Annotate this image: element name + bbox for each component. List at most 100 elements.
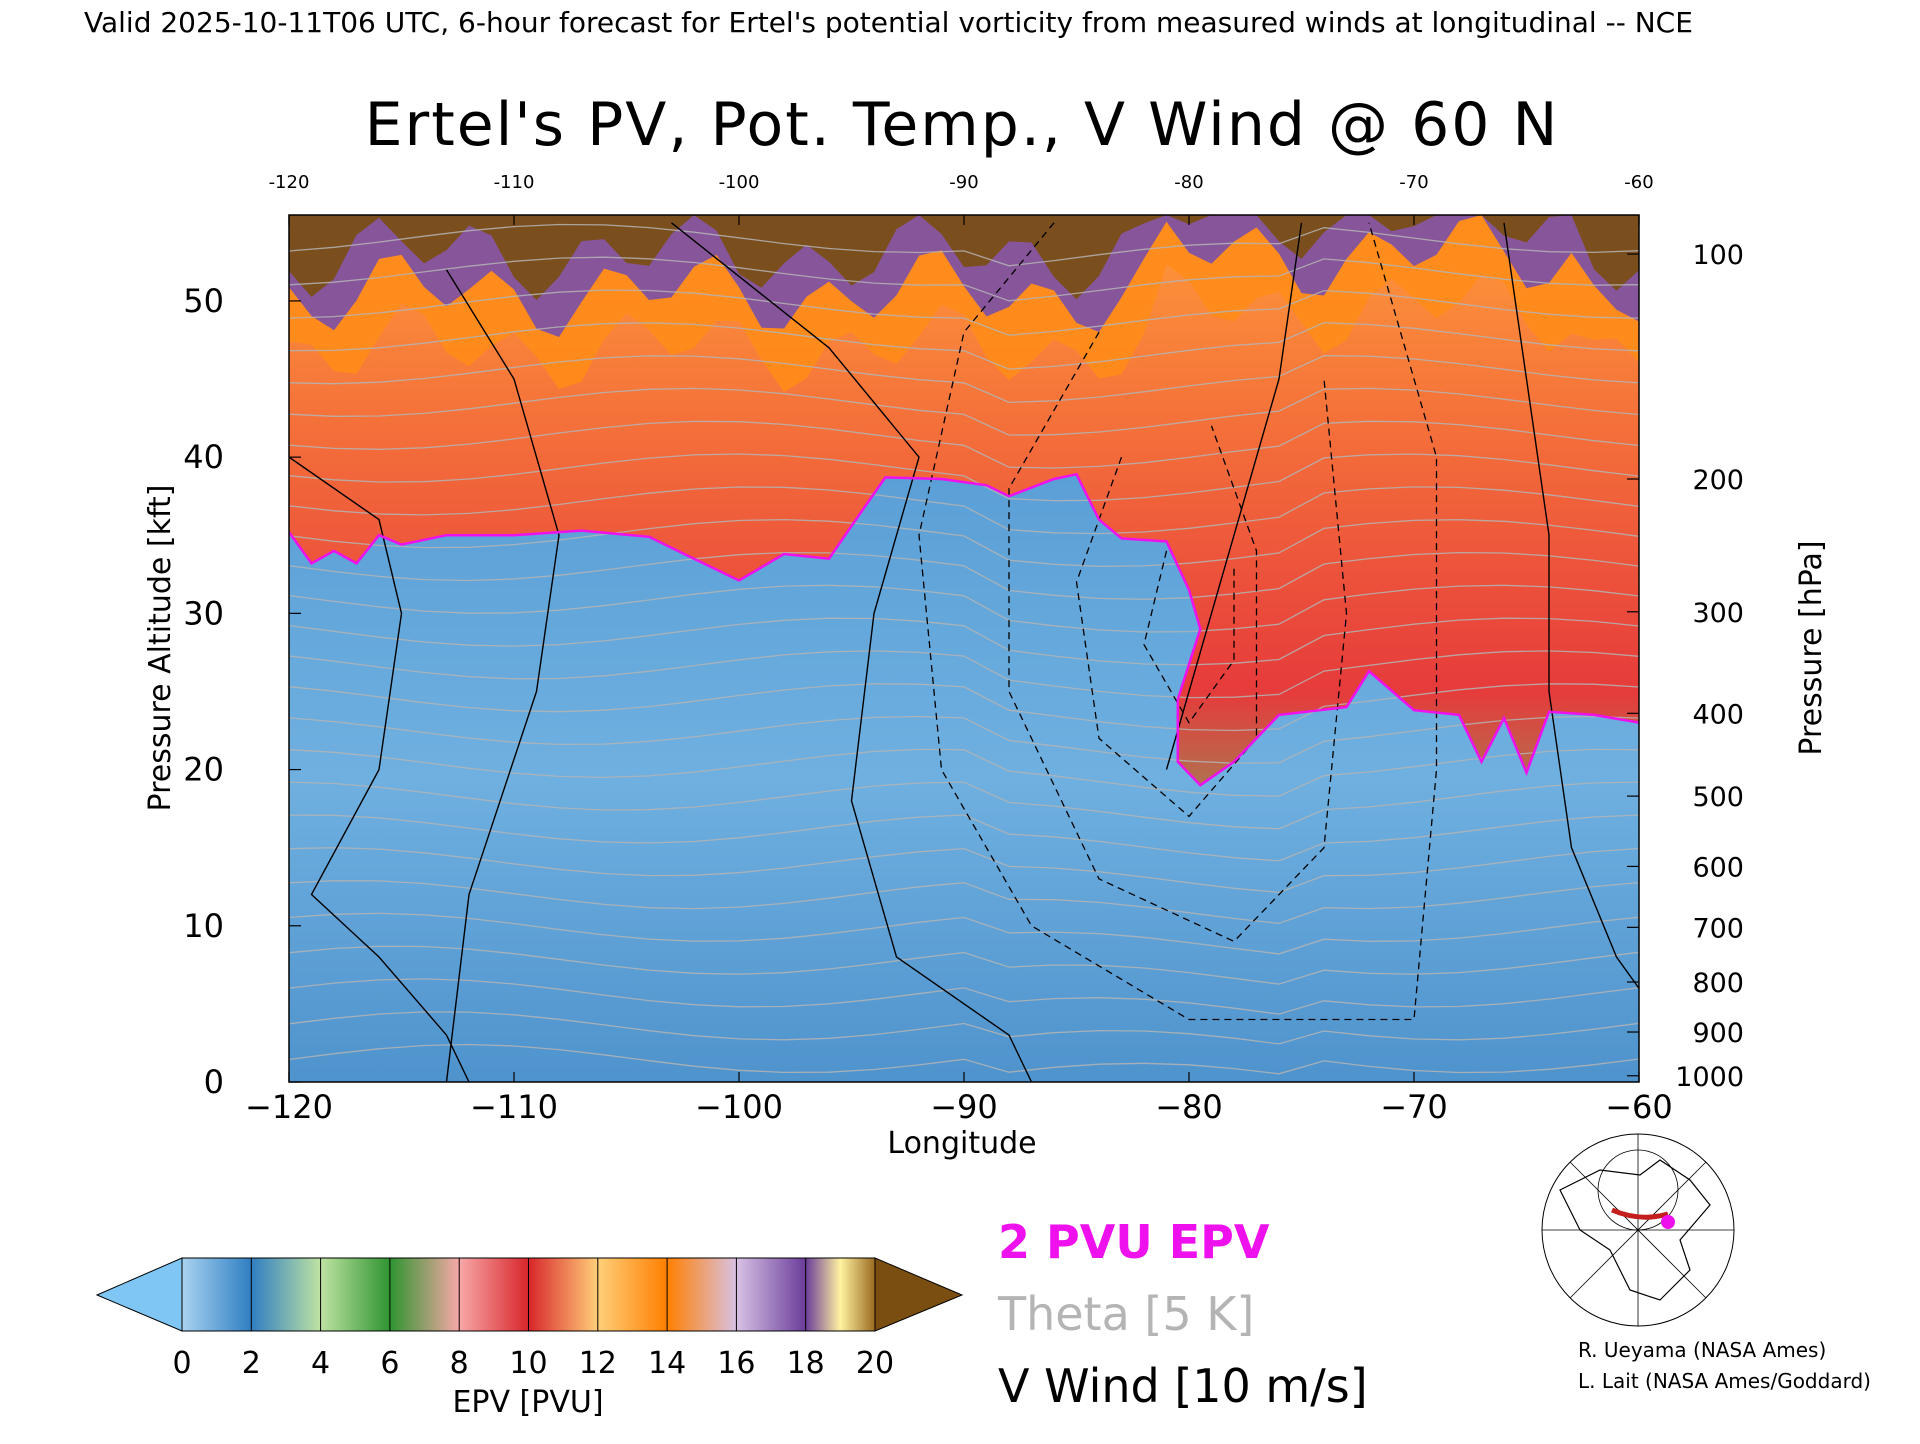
theta-contour — [289, 584, 1639, 633]
colorbar-tick-label: 18 — [787, 1346, 825, 1381]
wind-contour-negative — [1008, 331, 1348, 943]
wind-contour — [671, 222, 1033, 1082]
theta-contour — [289, 486, 1639, 535]
credit-line-2: L. Lait (NASA Ames/Goddard) — [1578, 1369, 1871, 1393]
theta-contour — [289, 814, 1639, 862]
pressure-tick-label: 200 — [1692, 465, 1744, 496]
theta-contour — [289, 978, 1639, 1015]
wind-contour-negative — [918, 222, 1438, 1021]
theta-contour — [289, 551, 1639, 600]
theta-contour — [289, 355, 1639, 404]
y-tick-label: 30 — [183, 594, 224, 632]
theta-contour — [289, 912, 1639, 955]
colorbar-ticks: 0 2 4 6 8 10 12 14 16 18 20 — [172, 1258, 894, 1381]
pressure-tick-label: 100 — [1692, 240, 1744, 271]
y-tick-label: 20 — [183, 751, 224, 789]
wind-contours — [289, 222, 1639, 1082]
x-top-tick-label: -60 — [1624, 172, 1653, 193]
x-tick-label: −100 — [695, 1088, 783, 1126]
pressure-axis: 100 200 300 400 500 600 700 800 900 1000 — [1627, 240, 1744, 1093]
inset-marker — [1661, 1215, 1675, 1229]
theta-contour — [289, 387, 1639, 436]
theta-contour — [289, 880, 1639, 925]
theta-contour — [289, 683, 1639, 732]
pressure-tick-label: 1000 — [1675, 1062, 1744, 1093]
wind-contour-negative — [1143, 550, 1235, 724]
x-top-tick-label: -110 — [494, 172, 535, 193]
theta-contour — [289, 453, 1639, 502]
y-axis: 0 10 20 30 40 50 — [183, 282, 301, 1101]
theta-contour — [289, 945, 1639, 985]
colorbar-tick-label: 0 — [172, 1346, 191, 1381]
legend-pv2: 2 PVU EPV — [998, 1215, 1270, 1269]
pressure-tick-label: 700 — [1692, 913, 1744, 944]
y-tick-label: 0 — [204, 1063, 224, 1101]
y-axis-label: Pressure Altitude [kft] — [143, 485, 178, 812]
theta-contour — [289, 781, 1639, 830]
theta-contour — [289, 715, 1639, 764]
colorbar-tick-label: 14 — [648, 1346, 686, 1381]
pv2-contour-line — [289, 472, 1639, 787]
theta-contour — [289, 617, 1639, 666]
theta-contour — [289, 1043, 1639, 1075]
colorbar-tick-label: 20 — [856, 1346, 894, 1381]
colorbar-tick-label: 4 — [311, 1346, 330, 1381]
theta-contour — [289, 322, 1639, 370]
pressure-tick-label: 500 — [1692, 782, 1744, 813]
theta-contour — [289, 748, 1639, 797]
pressure-tick-label: 400 — [1692, 699, 1744, 730]
x-top-tick-label: -90 — [949, 172, 978, 193]
x-axis-top: -120 -110 -100 -90 -80 -70 -60 — [269, 172, 1654, 225]
legend: 2 PVU EPV Theta [5 K] V Wind [10 m/s] — [997, 1215, 1368, 1413]
wind-contour — [1503, 222, 1639, 989]
x-tick-label: −80 — [1155, 1088, 1223, 1126]
colorbar-tick-label: 16 — [717, 1346, 755, 1381]
x-tick-label: −70 — [1380, 1088, 1448, 1126]
x-tick-label: −60 — [1605, 1088, 1673, 1126]
pressure-tick-label: 600 — [1692, 852, 1744, 883]
troposphere-field — [289, 474, 1639, 1082]
wind-contour — [445, 269, 560, 1082]
theta-contour — [289, 518, 1639, 567]
x-top-tick-label: -80 — [1174, 172, 1203, 193]
colorbar-label: EPV [PVU] — [452, 1385, 603, 1420]
theta-contour — [289, 1011, 1639, 1045]
colorbar-tick-label: 10 — [509, 1346, 547, 1381]
theta-contour — [289, 223, 1639, 267]
y-tick-label: 10 — [183, 907, 224, 945]
credit-line-1: R. Ueyama (NASA Ames) — [1578, 1338, 1826, 1362]
colorbar-tick-label: 6 — [380, 1346, 399, 1381]
x-tick-label: −110 — [470, 1088, 558, 1126]
theta-contour — [289, 289, 1639, 336]
theta-contour — [289, 420, 1639, 469]
colorbar-tick-label: 2 — [242, 1346, 261, 1381]
x-top-tick-label: -100 — [719, 172, 760, 193]
pressure-tick-label: 300 — [1692, 598, 1744, 629]
y-tick-label: 50 — [183, 282, 224, 320]
colorbar-underflow — [95, 1257, 183, 1332]
colorbar-tick-label: 12 — [579, 1346, 617, 1381]
wind-contour-negative — [1075, 425, 1258, 818]
colorbar: 0 2 4 6 8 10 12 14 16 18 20 EPV [PVU] — [95, 1257, 964, 1420]
x-top-tick-label: -70 — [1399, 172, 1428, 193]
pressure-tick-label: 800 — [1692, 968, 1744, 999]
x-axis-label: Longitude — [887, 1126, 1036, 1161]
wind-contour — [1165, 222, 1303, 770]
pressure-axis-label: Pressure [hPa] — [1794, 540, 1829, 755]
legend-vwind: V Wind [10 m/s] — [998, 1359, 1368, 1413]
x-tick-label: −120 — [245, 1088, 333, 1126]
theta-contour — [289, 847, 1639, 894]
north-america-polar-map-icon — [1541, 1133, 1735, 1327]
y-tick-label: 40 — [183, 438, 224, 476]
x-top-tick-label: -120 — [269, 172, 310, 193]
plot-area — [289, 215, 1639, 1082]
theta-contour — [289, 650, 1639, 699]
x-tick-label: −90 — [930, 1088, 998, 1126]
colorbar-tick-label: 8 — [450, 1346, 469, 1381]
theta-contours — [289, 223, 1639, 1075]
pressure-tick-label: 900 — [1692, 1018, 1744, 1049]
wind-contour — [289, 456, 470, 1082]
x-axis: −120 −110 −100 −90 −80 −70 −60 — [245, 1072, 1673, 1126]
